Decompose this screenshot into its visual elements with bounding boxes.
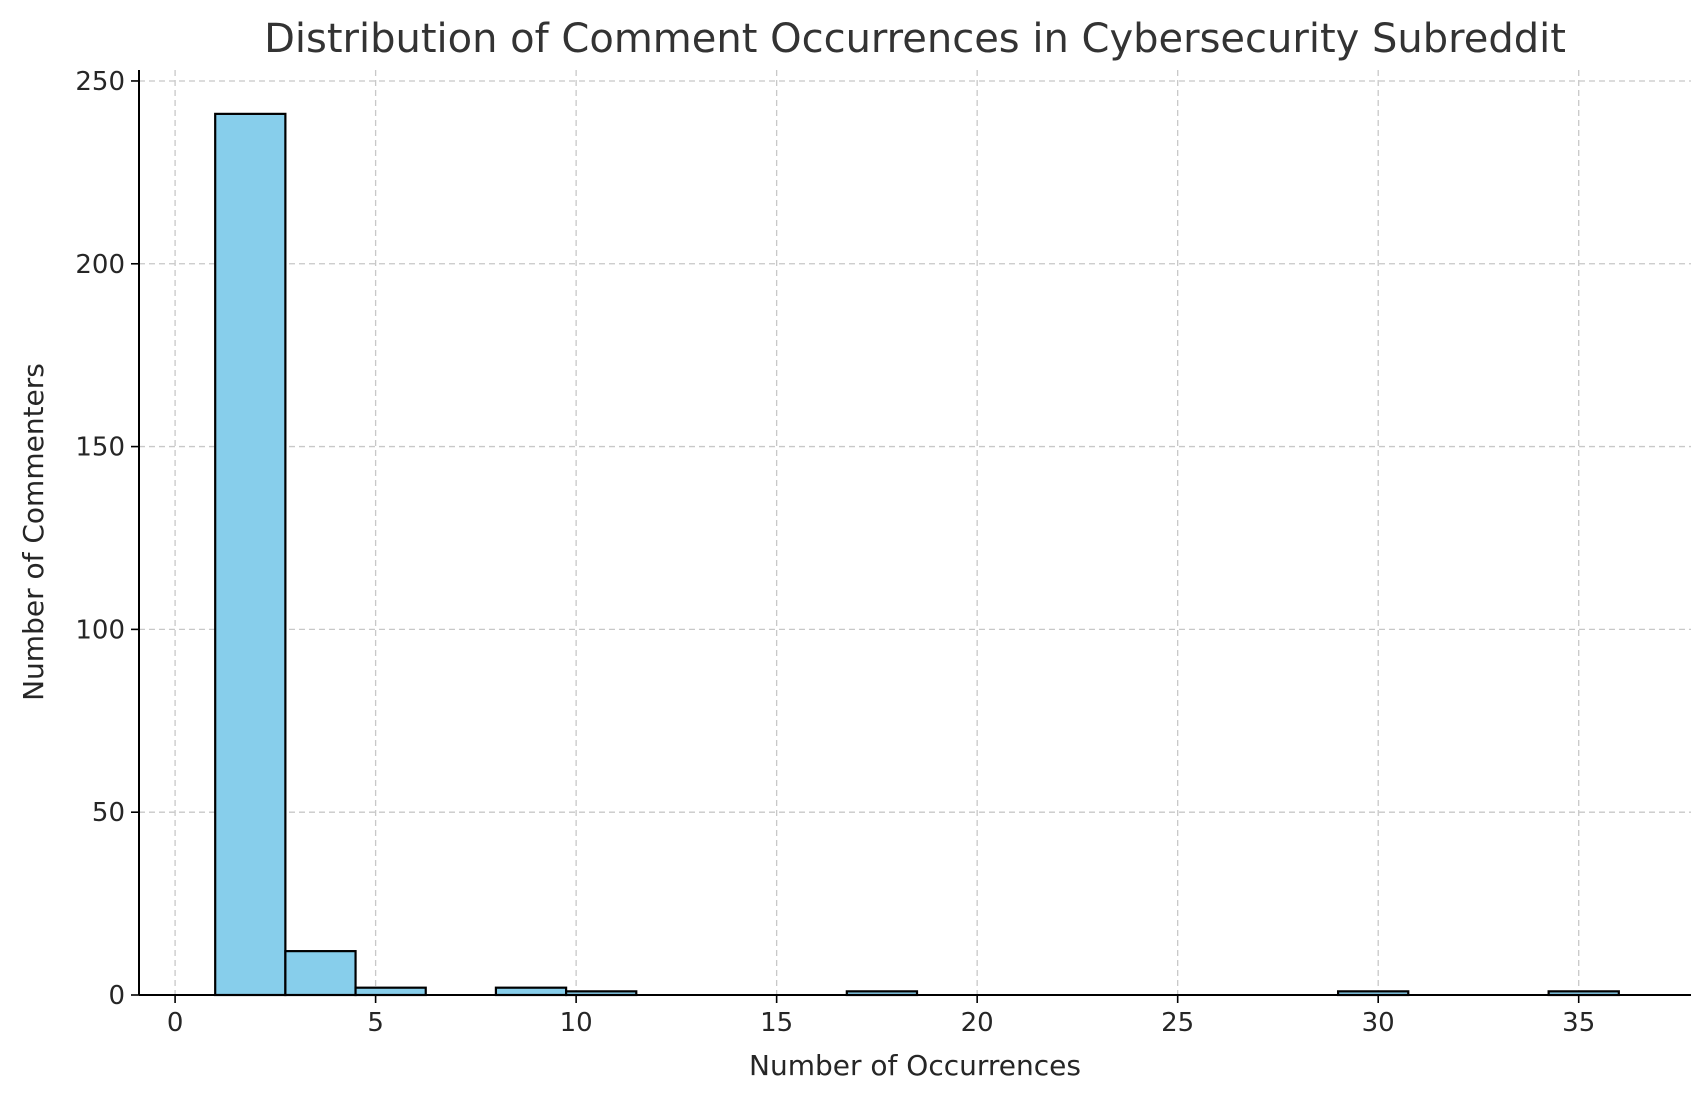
x-ticks: 0 5 10 15 20 25 30 35 (167, 995, 1595, 1038)
x-axis-title: Number of Occurrences (749, 1049, 1081, 1082)
y-ticks: 0 50 100 150 200 250 (75, 67, 139, 1011)
y-tick-label: 100 (75, 615, 125, 645)
x-tick-label: 15 (760, 1008, 793, 1038)
x-tick-label: 5 (367, 1008, 384, 1038)
axes (138, 70, 1691, 996)
grid-lines (139, 70, 1691, 996)
histogram-bars (214, 112, 1620, 997)
x-tick-label: 10 (560, 1008, 593, 1038)
y-axis-title: Number of Commenters (17, 363, 50, 701)
y-tick-label: 150 (75, 433, 125, 463)
x-tick-label: 30 (1362, 1008, 1395, 1038)
y-tick-label: 0 (108, 981, 125, 1011)
histogram-bar (214, 112, 287, 997)
y-tick-label: 250 (75, 67, 125, 97)
histogram-bar (494, 986, 568, 997)
x-tick-label: 35 (1562, 1008, 1595, 1038)
histogram-bar (284, 950, 357, 997)
x-tick-label: 25 (1161, 1008, 1194, 1038)
chart-title: Distribution of Comment Occurrences in C… (264, 16, 1566, 62)
x-tick-label: 0 (167, 1008, 184, 1038)
y-tick-label: 200 (75, 250, 125, 280)
y-tick-label: 50 (92, 798, 125, 828)
x-tick-label: 20 (961, 1008, 994, 1038)
histogram-bar (354, 986, 427, 997)
